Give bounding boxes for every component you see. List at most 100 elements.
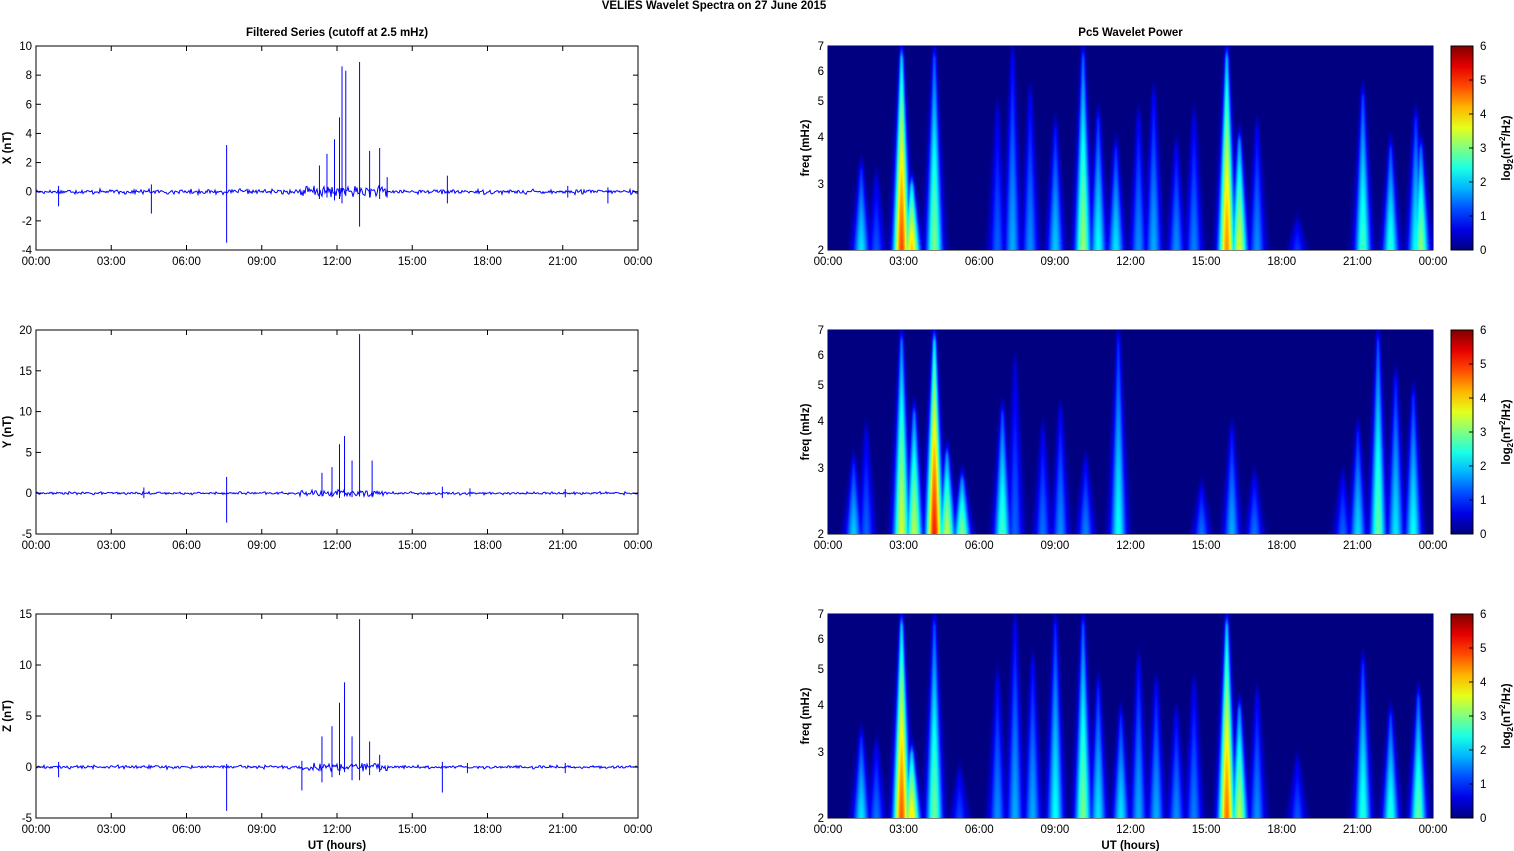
y-tick-label-3: 5: [26, 711, 32, 723]
x-tick-label-7: 18:00: [1267, 824, 1296, 836]
y-tick-label-3: 0: [26, 187, 32, 199]
freq-tick-label-4: 5: [818, 664, 824, 676]
colorbar-tick-label-2: 1: [1480, 779, 1486, 791]
y-tick-label-5: 15: [19, 609, 32, 621]
panel-title: Filtered Series (cutoff at 2.5 mHz): [246, 27, 428, 39]
y-tick-label-8: 10: [19, 41, 32, 53]
colorbar-tick-label-2: 1: [1480, 211, 1486, 223]
x-tick-label-6: 15:00: [1192, 256, 1221, 268]
x-tick-label-2: 03:00: [889, 540, 918, 552]
wavelet-power-panels: 2 3 4 5 6 7 00:00 03:00 06:00 09:00 12:00 15:00 18:0…: [800, 27, 1514, 851]
colorbar-label: log2(nT2/Hz): [1498, 115, 1514, 180]
x-tick-label-1: 00:00: [814, 540, 843, 552]
x-tick-label-4: 09:00: [1040, 540, 1069, 552]
y-tick-label-4: 2: [26, 158, 32, 170]
y-axis-label: Y (nT): [2, 416, 14, 449]
y-tick-label-1: -5: [22, 813, 32, 825]
x-tick-label-8: 21:00: [1343, 256, 1372, 268]
colorbar-tick-label-4: 3: [1480, 711, 1486, 723]
colorbar-tick-label-7: 6: [1480, 609, 1486, 621]
signal-trace: [35, 184, 639, 198]
colorbar-tick-label-3: 2: [1480, 177, 1486, 189]
x-tick-label-5: 12:00: [323, 540, 352, 552]
x-tick-label-9: 00:00: [1419, 540, 1448, 552]
colorbar-tick-label-6: 5: [1480, 75, 1486, 87]
colorbar-tick-label-5: 4: [1480, 677, 1487, 689]
x-tick-label-1: 00:00: [814, 824, 843, 836]
colorbar-tick-label-7: 6: [1480, 41, 1486, 53]
x-axis-label: UT (hours): [1101, 840, 1159, 851]
colorbar-tick-label-5: 4: [1480, 393, 1487, 405]
plot-frame: [35, 613, 639, 819]
freq-tick-label-6: 7: [818, 609, 824, 621]
x-tick-label-6: 15:00: [1192, 824, 1221, 836]
colorbar-tick-label-2: 1: [1480, 495, 1486, 507]
colorbar-tick-label-7: 6: [1480, 325, 1486, 337]
freq-tick-label-3: 4: [818, 416, 825, 428]
wavelet-panel-2: 2 3 4 5 6 7 00:00 03:00 06:00 09:00 12:00 15:00 18:0…: [800, 325, 1514, 552]
freq-tick-label-1: 2: [818, 245, 824, 257]
y-tick-label-2: 0: [26, 488, 32, 500]
colorbar-tick-label-6: 5: [1480, 643, 1486, 655]
y-tick-label-2: 0: [26, 762, 32, 774]
y-axis-label: X (nT): [2, 132, 14, 165]
y-tick-label-6: 20: [19, 325, 32, 337]
x-tick-label-5: 12:00: [323, 824, 352, 836]
y-tick-label-5: 15: [19, 366, 32, 378]
figure-title: VELIES Wavelet Spectra on 27 June 2015: [602, 0, 827, 12]
y-axis-label: freq (mHz): [800, 687, 812, 744]
freq-tick-label-4: 5: [818, 380, 824, 392]
colorbar-tick-label-4: 3: [1480, 143, 1486, 155]
x-tick-label-8: 21:00: [548, 256, 577, 268]
y-tick-label-3: 5: [26, 447, 32, 459]
x-tick-label-7: 18:00: [1267, 256, 1296, 268]
x-tick-label-6: 15:00: [398, 540, 427, 552]
freq-tick-label-2: 3: [818, 463, 824, 475]
plot-frame: [35, 45, 639, 251]
series-panel-3: -5 0 5 10 15 00:00 03:00 06:00 09:00 12:00 15:00 18…: [2, 609, 652, 851]
x-tick-label-4: 09:00: [1040, 256, 1069, 268]
x-tick-label-1: 00:00: [814, 256, 843, 268]
wavelet-heatmap-1: [828, 46, 1433, 250]
x-tick-label-4: 09:00: [247, 824, 276, 836]
freq-tick-label-5: 6: [818, 634, 824, 646]
y-tick-label-6: 6: [26, 99, 32, 111]
x-tick-label-6: 15:00: [1192, 540, 1221, 552]
x-tick-label-1: 00:00: [22, 540, 51, 552]
freq-tick-label-1: 2: [818, 529, 824, 541]
x-tick-label-3: 06:00: [965, 824, 994, 836]
x-tick-label-1: 00:00: [22, 256, 51, 268]
x-tick-label-3: 06:00: [965, 540, 994, 552]
wavelet-heatmap-2: [828, 330, 1433, 534]
x-tick-label-3: 06:00: [172, 540, 201, 552]
x-tick-label-3: 06:00: [172, 824, 201, 836]
colorbar-tick-label-1: 0: [1480, 245, 1486, 257]
y-tick-label-4: 10: [19, 660, 32, 672]
signal-trace: [35, 762, 639, 773]
colorbar-tick-label-5: 4: [1480, 109, 1487, 121]
y-tick-label-2: -2: [22, 216, 32, 228]
x-tick-label-2: 03:00: [97, 256, 126, 268]
colorbar-label: log2(nT2/Hz): [1498, 399, 1514, 464]
x-tick-label-4: 09:00: [1040, 824, 1069, 836]
x-tick-label-2: 03:00: [889, 256, 918, 268]
freq-tick-label-5: 6: [818, 350, 824, 362]
x-tick-label-7: 18:00: [1267, 540, 1296, 552]
freq-tick-label-2: 3: [818, 179, 824, 191]
x-tick-label-7: 18:00: [473, 540, 502, 552]
freq-tick-label-1: 2: [818, 813, 824, 825]
x-tick-label-7: 18:00: [473, 824, 502, 836]
y-tick-label-1: -4: [22, 245, 33, 257]
y-axis-label: freq (mHz): [800, 403, 812, 460]
x-tick-label-5: 12:00: [1116, 256, 1145, 268]
freq-tick-label-3: 4: [818, 700, 825, 712]
freq-tick-label-2: 3: [818, 747, 824, 759]
colorbar-tick-label-1: 0: [1480, 529, 1486, 541]
x-tick-label-2: 03:00: [889, 824, 918, 836]
colorbar-tick-label-1: 0: [1480, 813, 1486, 825]
x-tick-label-8: 21:00: [548, 824, 577, 836]
x-tick-label-2: 03:00: [97, 824, 126, 836]
colorbar-tick-label-4: 3: [1480, 427, 1486, 439]
x-tick-label-6: 15:00: [398, 824, 427, 836]
